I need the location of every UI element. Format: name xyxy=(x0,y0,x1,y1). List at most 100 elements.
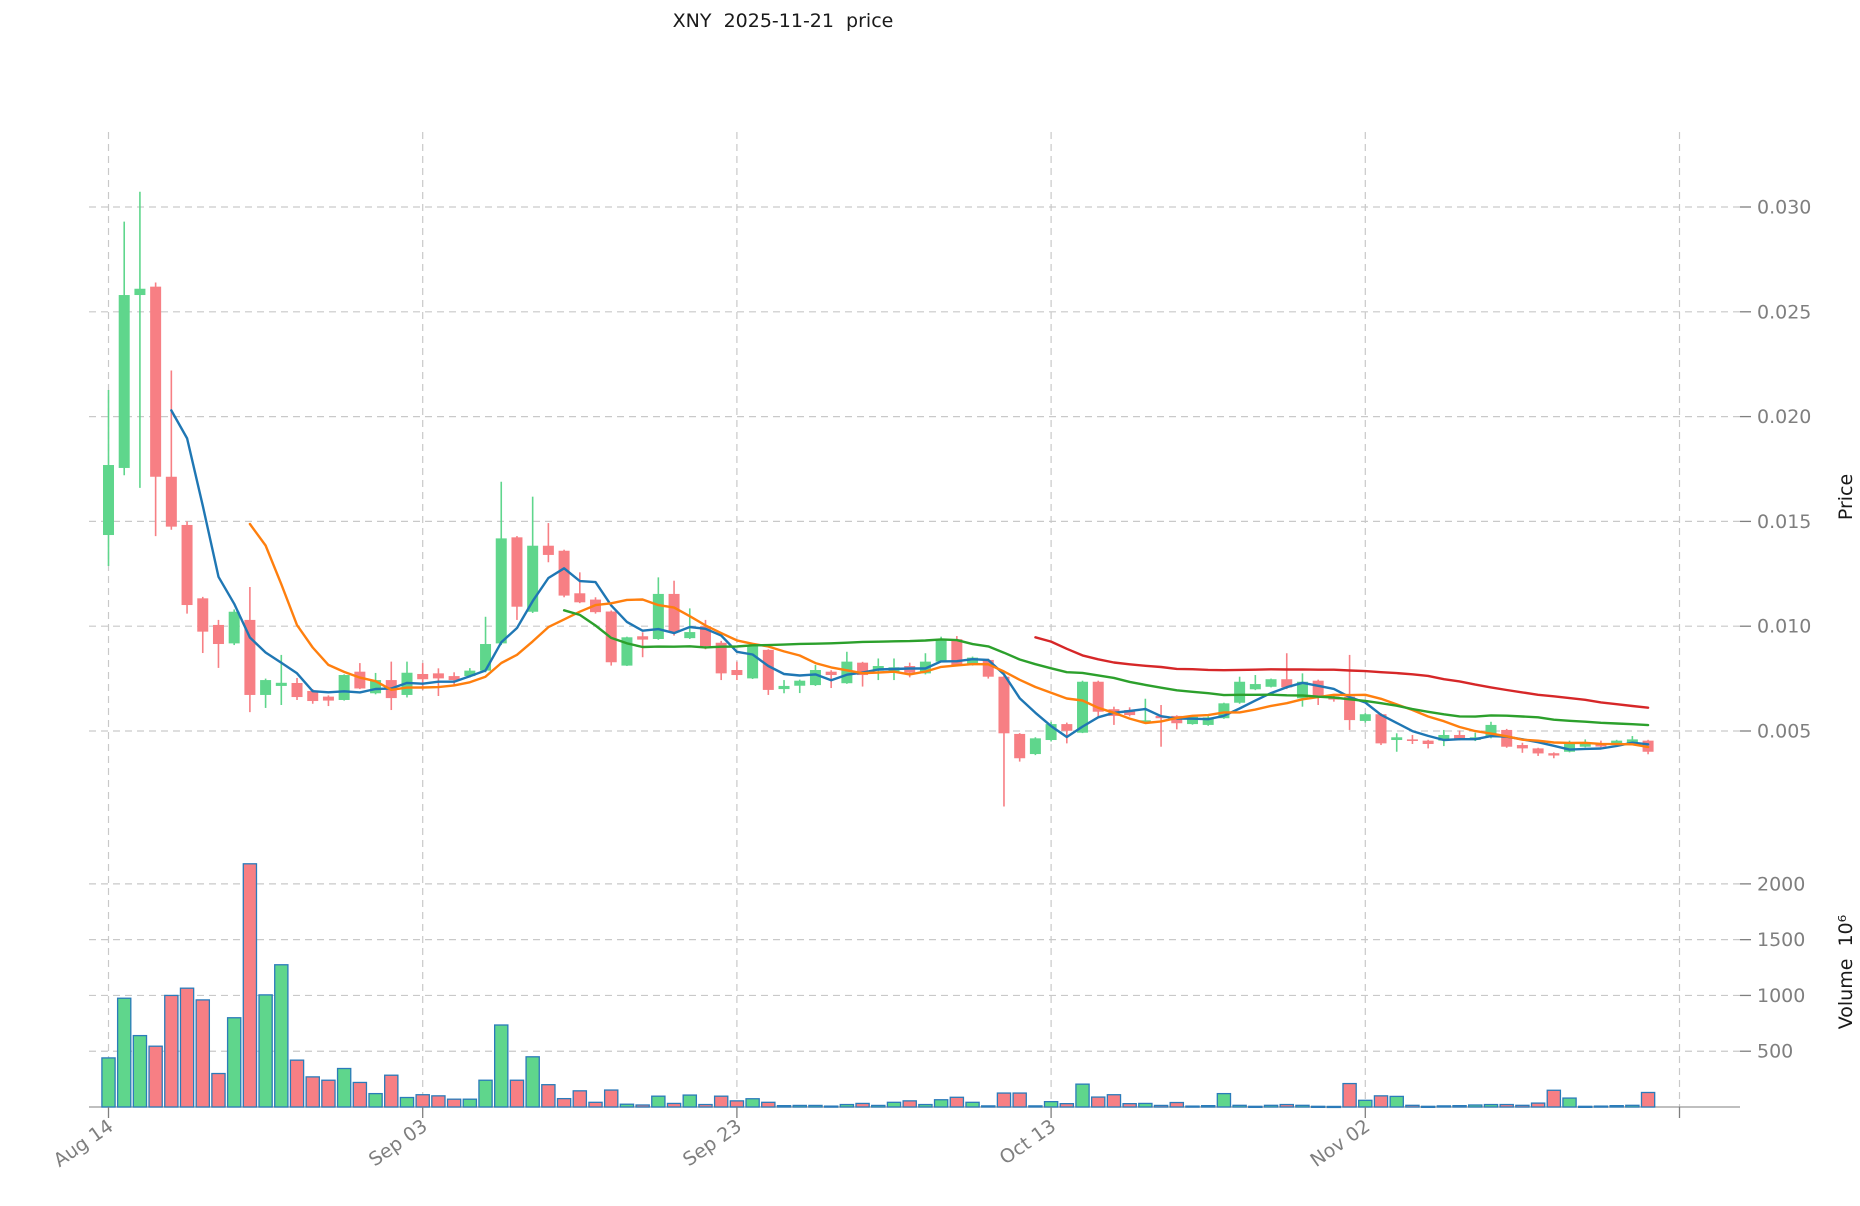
volume-bar xyxy=(305,1076,320,1108)
volume-bar xyxy=(446,1098,462,1108)
candle-body xyxy=(1077,681,1089,733)
volume-tick-label: 500 xyxy=(1757,1041,1793,1063)
volume-bar xyxy=(996,1092,1012,1108)
volume-bar xyxy=(1358,1099,1373,1108)
candle-body xyxy=(668,593,680,633)
volume-bar xyxy=(399,1096,415,1108)
volume-tick-label: 1000 xyxy=(1757,985,1805,1007)
volume-bar xyxy=(792,1104,807,1108)
candle-body xyxy=(621,637,633,666)
volume-bar xyxy=(1106,1094,1122,1108)
volume-bar xyxy=(1279,1103,1295,1108)
candle-body xyxy=(322,696,334,701)
volume-bar xyxy=(933,1099,949,1108)
candle-body xyxy=(1375,714,1387,744)
volume-bar xyxy=(1326,1105,1342,1109)
candle-body xyxy=(1249,684,1261,690)
volume-bar xyxy=(116,997,132,1108)
volume-bar xyxy=(164,994,179,1108)
candle-body xyxy=(857,662,869,676)
volume-bar xyxy=(493,1024,509,1108)
candle-body xyxy=(574,593,586,603)
ma-lines xyxy=(170,409,1650,751)
volume-bar xyxy=(1090,1096,1106,1108)
volume-bar xyxy=(226,1017,242,1108)
candle-body xyxy=(1029,738,1041,755)
ma-line-ma5 xyxy=(170,409,1650,751)
candle-body xyxy=(1014,733,1026,759)
volume-bar xyxy=(918,1103,933,1108)
volume-bar xyxy=(415,1094,430,1108)
candle-body xyxy=(1548,753,1560,756)
volume-bar xyxy=(195,999,211,1108)
candle-body xyxy=(1454,734,1466,740)
volume-bar xyxy=(1436,1105,1452,1108)
volume-bar xyxy=(258,994,273,1108)
volume-bar xyxy=(1232,1104,1247,1108)
price-tick-label: 0.025 xyxy=(1757,301,1811,323)
candle-body xyxy=(448,676,460,681)
candle-body xyxy=(480,644,492,671)
volume-bar xyxy=(1138,1102,1153,1108)
volume-bar xyxy=(949,1096,965,1108)
volume-tick-label: 1500 xyxy=(1757,929,1805,951)
grid-lines xyxy=(89,132,1740,1107)
candle-body xyxy=(103,465,114,536)
candle-body xyxy=(1202,717,1214,725)
candle-body xyxy=(197,598,209,632)
candle-body xyxy=(1281,679,1293,688)
candle-body xyxy=(1218,703,1230,719)
volume-bar xyxy=(1075,1083,1090,1108)
candle-body xyxy=(558,550,570,596)
volume-bar xyxy=(431,1095,446,1108)
volume-axis-title: Volume 10⁶ xyxy=(1835,914,1857,1030)
volume-bar xyxy=(179,987,195,1108)
volume-bar xyxy=(1515,1104,1530,1108)
volume-axis-labels: 500 1000 1500 2000 xyxy=(1740,873,1805,1063)
volume-bar xyxy=(509,1079,525,1108)
candle-body xyxy=(699,626,711,647)
candle-body xyxy=(1234,681,1246,703)
candle-body xyxy=(417,673,429,680)
candle-body xyxy=(432,673,444,679)
volume-bar xyxy=(619,1103,635,1108)
volume-bar xyxy=(1043,1100,1059,1108)
volume-bar xyxy=(745,1098,760,1108)
volume-bar xyxy=(651,1095,666,1108)
volume-bar xyxy=(1263,1104,1279,1108)
volume-bar xyxy=(274,964,289,1108)
candle-body xyxy=(731,670,743,676)
candle-body xyxy=(354,671,366,689)
candle-body xyxy=(464,670,476,677)
candle-body xyxy=(684,632,696,639)
candle-body xyxy=(982,659,994,677)
volume-bar xyxy=(1216,1092,1232,1108)
volume-bar xyxy=(462,1098,478,1108)
ma-line-ma10 xyxy=(248,522,1650,749)
candle-body xyxy=(338,675,350,700)
x-axis-labels: Aug 14 Sep 03 Sep 23 Oct 13 Nov 02 xyxy=(50,1107,1681,1172)
x-tick-label: Nov 02 xyxy=(1306,1115,1374,1172)
volume-bar xyxy=(1373,1095,1389,1108)
volume-bar xyxy=(871,1104,886,1108)
volume-bar xyxy=(1530,1102,1546,1108)
candle-body xyxy=(998,676,1010,734)
volume-bar xyxy=(1028,1105,1043,1108)
volume-bar xyxy=(713,1095,729,1108)
volume-bar xyxy=(541,1084,556,1108)
candle-body xyxy=(637,636,649,640)
candle-body xyxy=(1406,739,1418,741)
volume-bar xyxy=(1310,1105,1326,1108)
candle-body xyxy=(275,682,287,686)
volume-bar xyxy=(242,863,258,1108)
x-tick-label: Oct 13 xyxy=(996,1115,1060,1169)
volume-bar xyxy=(1012,1092,1027,1108)
volume-bar xyxy=(1452,1105,1467,1108)
volume-bar xyxy=(855,1102,870,1108)
candle-body xyxy=(134,288,146,296)
volume-bar xyxy=(132,1034,148,1108)
volume-bar xyxy=(1248,1105,1263,1108)
volume-bar xyxy=(101,1057,116,1108)
candle-body xyxy=(747,645,759,679)
candle-body xyxy=(841,661,853,684)
